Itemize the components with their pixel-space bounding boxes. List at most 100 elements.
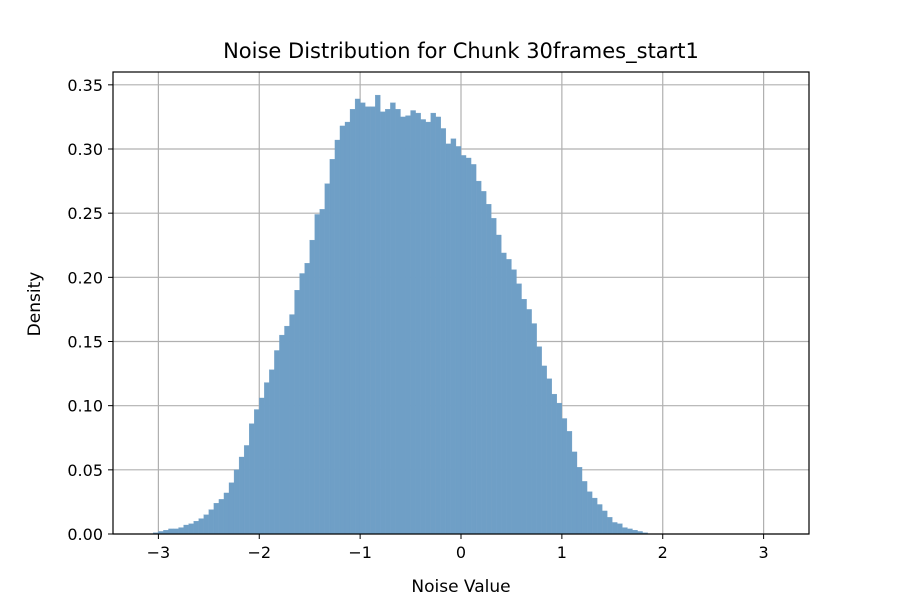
- histogram-bar: [223, 492, 230, 535]
- histogram-bar: [556, 402, 563, 535]
- histogram-bar: [511, 269, 517, 535]
- x-tick-label: 0: [456, 543, 466, 562]
- histogram-bar: [233, 469, 240, 535]
- histogram-bar: [243, 445, 250, 535]
- histogram-bar: [541, 365, 547, 535]
- y-axis-label: Density: [25, 272, 45, 337]
- histogram-bar: [415, 112, 421, 535]
- y-tick-label: 0.05: [67, 461, 103, 480]
- histogram-bar: [622, 527, 628, 535]
- histogram-bar: [561, 418, 568, 535]
- histogram-bar: [475, 180, 482, 535]
- histogram-bar: [597, 504, 603, 535]
- histogram-bar: [354, 98, 361, 535]
- histogram-bar: [551, 393, 557, 535]
- histogram-bar: [450, 138, 457, 535]
- histogram-bar: [284, 325, 290, 535]
- histogram-bar: [566, 431, 573, 535]
- x-axis-label: Noise Value: [411, 577, 510, 597]
- histogram-bar: [435, 116, 441, 535]
- histogram-bar: [516, 283, 522, 535]
- histogram-bar: [259, 397, 265, 535]
- histogram-bar: [440, 128, 447, 535]
- histogram-bar: [208, 509, 215, 535]
- histogram-bar: [349, 109, 356, 535]
- x-tick-label: 1: [557, 543, 567, 562]
- histogram-bar: [546, 378, 552, 535]
- histogram-bar: [481, 191, 487, 535]
- histogram-bar: [334, 139, 341, 535]
- histogram-bar: [339, 125, 346, 535]
- histogram-bar: [188, 523, 194, 535]
- histogram-bar: [279, 334, 285, 535]
- histogram-bar: [496, 234, 502, 535]
- histogram-bar: [607, 517, 613, 535]
- histogram-bar: [168, 528, 174, 535]
- histogram-bar: [591, 497, 598, 535]
- histogram-bar: [602, 510, 608, 535]
- histogram-bar: [193, 521, 199, 535]
- histogram-bar: [213, 503, 220, 535]
- histogram-bar: [521, 298, 527, 535]
- histogram-bar: [274, 350, 280, 535]
- histogram-bar: [264, 382, 270, 535]
- histogram-bar: [460, 155, 467, 535]
- x-tick-label: −1: [348, 543, 372, 562]
- histogram-bar: [617, 523, 623, 535]
- histogram-bar: [183, 524, 189, 535]
- histogram-bar: [249, 423, 255, 535]
- histogram-bar: [627, 528, 633, 535]
- histogram-bar: [359, 102, 366, 535]
- y-tick-label: 0.15: [67, 333, 103, 352]
- histogram-bar: [571, 451, 578, 535]
- histogram-bar: [218, 499, 225, 535]
- histogram-bar: [294, 290, 300, 535]
- histogram-bar: [173, 528, 179, 535]
- histogram-bar: [365, 106, 371, 535]
- histogram-bar: [304, 263, 310, 535]
- histogram-bar: [203, 514, 209, 535]
- histogram-bar: [309, 239, 315, 535]
- x-tick-label: −3: [147, 543, 171, 562]
- histogram-bar: [385, 109, 391, 535]
- histogram-bar: [344, 121, 351, 535]
- histogram-bar: [420, 119, 426, 535]
- y-tick-label: 0.25: [67, 204, 103, 223]
- histogram-bar: [506, 259, 512, 535]
- histogram-bar: [375, 94, 381, 535]
- x-tick-label: −2: [247, 543, 271, 562]
- histogram-bar: [465, 157, 472, 535]
- histogram-bar: [228, 482, 235, 535]
- histogram-bar: [329, 159, 336, 535]
- histogram-bar: [425, 121, 431, 535]
- histogram-bar: [581, 481, 588, 535]
- y-tick-label: 0.10: [67, 397, 103, 416]
- histogram-bar: [445, 143, 452, 535]
- histogram-bar: [289, 314, 295, 535]
- x-axis-ticks: −3 −2 −1 0 1 2 3: [147, 534, 769, 562]
- histogram-bar: [395, 109, 401, 535]
- histogram-bar: [501, 252, 507, 535]
- histogram-bar: [486, 204, 492, 535]
- x-tick-label: 3: [759, 543, 769, 562]
- histogram-bar: [576, 467, 583, 535]
- histogram-bar: [370, 106, 376, 535]
- histogram-bar: [470, 164, 477, 535]
- chart-title: Noise Distribution for Chunk 30frames_st…: [223, 39, 699, 64]
- histogram-bar: [455, 146, 462, 535]
- histogram-bar: [314, 214, 320, 535]
- histogram-bar: [430, 112, 436, 535]
- histogram-bar: [380, 111, 386, 535]
- histogram-bar: [238, 456, 245, 535]
- histogram-bar: [319, 209, 325, 535]
- histogram-bar: [531, 323, 537, 535]
- y-tick-label: 0.00: [67, 525, 103, 544]
- histogram-bar: [612, 522, 618, 535]
- histogram-bar: [586, 491, 593, 535]
- histogram-bar: [405, 115, 411, 535]
- y-tick-label: 0.20: [67, 268, 103, 287]
- histogram-bar: [254, 409, 260, 535]
- histogram-bar: [390, 102, 396, 535]
- x-tick-label: 2: [658, 543, 668, 562]
